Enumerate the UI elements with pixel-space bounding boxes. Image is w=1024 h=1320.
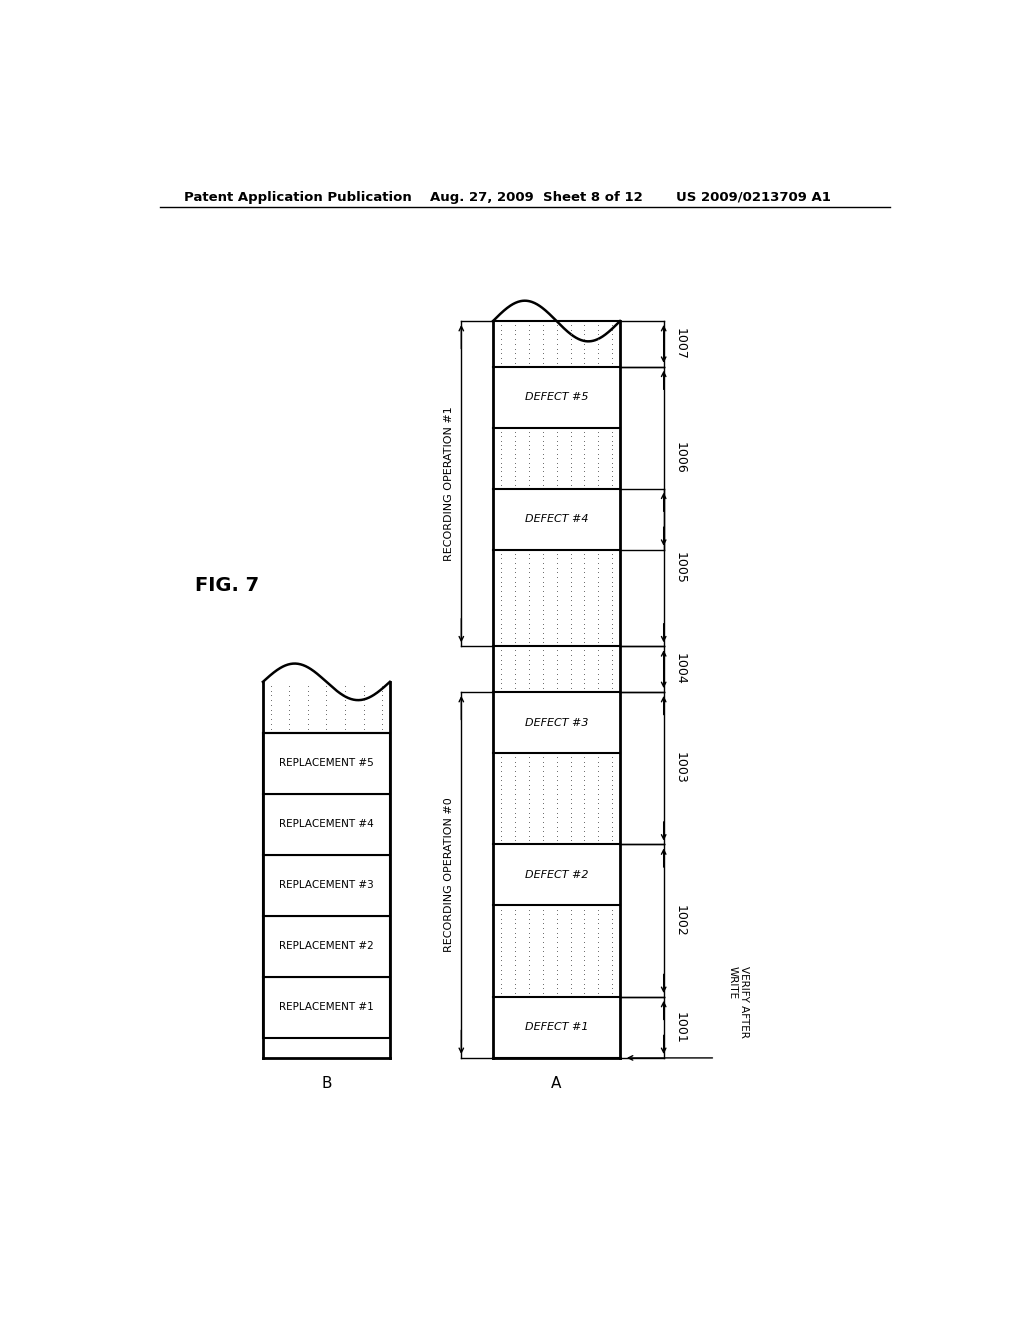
Text: A: A xyxy=(551,1076,562,1090)
Bar xyxy=(494,906,621,997)
Bar xyxy=(494,752,621,845)
Text: REPLACEMENT #2: REPLACEMENT #2 xyxy=(279,941,374,952)
Text: DEFECT #5: DEFECT #5 xyxy=(524,392,589,403)
Bar xyxy=(494,321,621,367)
Text: US 2009/0213709 A1: US 2009/0213709 A1 xyxy=(676,190,830,203)
Text: REPLACEMENT #5: REPLACEMENT #5 xyxy=(279,758,374,768)
Text: 1006: 1006 xyxy=(673,442,686,474)
Text: REPLACEMENT #1: REPLACEMENT #1 xyxy=(279,1002,374,1012)
Bar xyxy=(263,793,390,854)
Text: FIG. 7: FIG. 7 xyxy=(196,576,259,595)
Bar xyxy=(494,367,621,428)
Bar xyxy=(494,997,621,1057)
Bar xyxy=(494,647,621,692)
Text: 1005: 1005 xyxy=(673,552,686,583)
Text: Aug. 27, 2009  Sheet 8 of 12: Aug. 27, 2009 Sheet 8 of 12 xyxy=(430,190,642,203)
Bar xyxy=(263,854,390,916)
Bar xyxy=(494,845,621,906)
Text: 1001: 1001 xyxy=(673,1011,686,1043)
Text: DEFECT #3: DEFECT #3 xyxy=(524,718,589,727)
Text: 1003: 1003 xyxy=(673,752,686,784)
Text: VERIFY AFTER
WRITE: VERIFY AFTER WRITE xyxy=(727,966,749,1038)
Text: Patent Application Publication: Patent Application Publication xyxy=(183,190,412,203)
Text: 1004: 1004 xyxy=(673,653,686,685)
Text: REPLACEMENT #3: REPLACEMENT #3 xyxy=(279,880,374,890)
Bar xyxy=(494,549,621,647)
Text: 1007: 1007 xyxy=(673,327,686,360)
Bar xyxy=(494,692,621,752)
Text: B: B xyxy=(322,1076,332,1090)
Bar xyxy=(494,488,621,549)
Text: REPLACEMENT #4: REPLACEMENT #4 xyxy=(279,820,374,829)
Text: RECORDING OPERATION #0: RECORDING OPERATION #0 xyxy=(444,797,455,952)
Bar xyxy=(263,916,390,977)
Text: 1002: 1002 xyxy=(673,904,686,937)
Bar xyxy=(263,733,390,793)
Bar xyxy=(263,977,390,1038)
Text: DEFECT #2: DEFECT #2 xyxy=(524,870,589,880)
Bar xyxy=(494,428,621,488)
Text: RECORDING OPERATION #1: RECORDING OPERATION #1 xyxy=(444,407,455,561)
Text: DEFECT #1: DEFECT #1 xyxy=(524,1023,589,1032)
Text: DEFECT #4: DEFECT #4 xyxy=(524,515,589,524)
Bar xyxy=(263,682,390,733)
